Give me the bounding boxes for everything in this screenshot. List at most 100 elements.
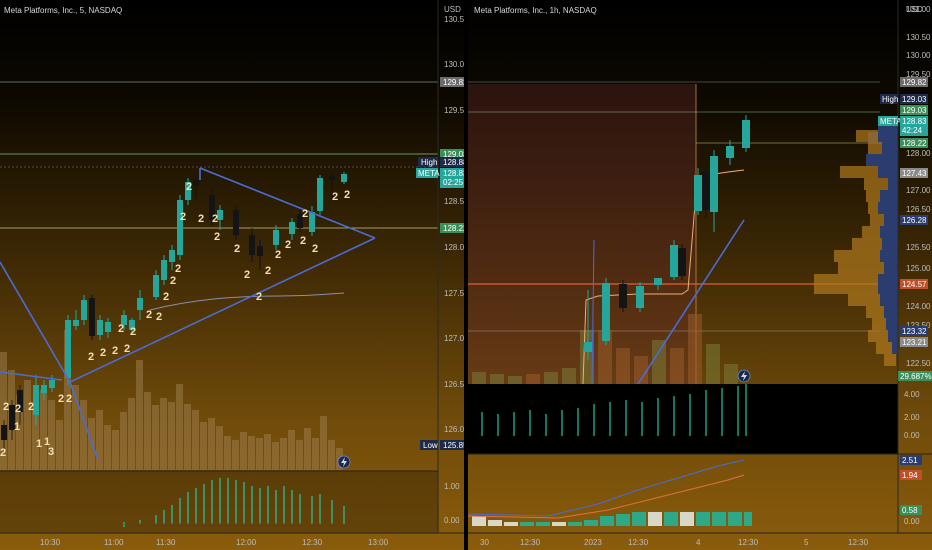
time-tick-label: 12:30 — [520, 538, 541, 547]
lightning-icon[interactable] — [337, 455, 351, 469]
price-chart-canvas[interactable]: USD 131.00 130.50 130.00 129.50 128.00 127.00… — [468, 0, 932, 550]
price-tick-label: 125.00 — [906, 264, 931, 273]
wave-count-label: 2 — [300, 235, 306, 247]
level-badge-top-text: 129.82 — [443, 78, 464, 87]
wave-count-label: 2 — [312, 243, 318, 255]
volume-bar — [152, 405, 159, 470]
price-tick-label: 128.00 — [906, 149, 931, 158]
wave-count-label: 2 — [265, 265, 271, 277]
wave-count-label: 2 — [15, 403, 21, 415]
wave-count-label: 2 — [100, 347, 106, 359]
wave-count-label: 2 — [275, 249, 281, 261]
wave-count-label: 2 — [244, 269, 250, 281]
oscillator-pane-bg — [0, 471, 438, 533]
candle — [161, 260, 167, 280]
volume-bar — [136, 360, 143, 470]
price-tick-label: 129.50 — [444, 106, 464, 115]
volume-bar — [0, 352, 7, 470]
countdown-text: 42:24 — [902, 126, 923, 135]
volume-bar — [24, 380, 31, 470]
volume-profile — [814, 120, 898, 366]
trendlines — [0, 167, 376, 461]
candle — [129, 320, 135, 330]
chart-pane-1h[interactable]: Meta Platforms, Inc., 1h, NASDAQ — [468, 0, 932, 550]
wave-count-label: 2 — [66, 393, 72, 405]
candle — [249, 235, 255, 255]
trendline — [637, 219, 745, 385]
wave-count-label: 1 — [36, 438, 42, 450]
oscillator-tick-label: 0.00 — [904, 517, 920, 526]
wave-count-label: 2 — [344, 189, 350, 201]
osc2-badge-green-text: 0.58 — [902, 506, 918, 515]
candle — [153, 275, 159, 297]
time-tick-label: 5 — [804, 538, 809, 547]
price-axis[interactable]: 131.00 130.50 130.00 129.50 128.00 127.00 126.… — [906, 5, 931, 368]
volume-bar — [72, 385, 79, 470]
wave-count-label: 2 — [112, 345, 118, 357]
wave-count-label: 2 — [302, 208, 308, 220]
oscillator-tick-label: 0.00 — [904, 431, 920, 440]
price-tick-label: 130.00 — [906, 51, 931, 60]
oscillator-tick-label: 4.00 — [904, 390, 920, 399]
volume-bar — [64, 330, 71, 470]
candle — [678, 248, 686, 276]
wave-count-label: 2 — [186, 181, 192, 193]
high-value-text: 128.88 — [443, 158, 464, 167]
wave-count-label: 2 — [156, 311, 162, 323]
chart-title: Meta Platforms, Inc., 5, NASDAQ — [4, 6, 123, 15]
lightning-icon[interactable] — [737, 369, 751, 383]
candles — [1, 172, 347, 450]
volume-bar — [40, 390, 47, 470]
wave-count-label: 2 — [0, 447, 6, 459]
level-badge-red-text: 124.57 — [902, 280, 927, 289]
chart-pane-5min[interactable]: Meta Platforms, Inc., 5, NASDAQ — [0, 0, 464, 550]
candle — [105, 322, 111, 332]
time-axis[interactable]: 30 12:30 2023 12:30 4 12:30 5 12:30 — [480, 538, 869, 547]
high-label-text: High — [882, 95, 898, 104]
time-tick-label: 12:30 — [302, 538, 323, 547]
oscillator2-bars — [472, 512, 752, 526]
level-badge-grey2-text: 123.21 — [902, 338, 927, 347]
volume-bar — [168, 402, 175, 470]
trendline — [69, 381, 99, 461]
low-label-text: Low — [423, 441, 438, 450]
price-tick-label: 128.00 — [444, 243, 464, 252]
volume-bar — [288, 430, 295, 470]
oscillator-axis: 1.00 0.00 — [444, 482, 460, 525]
oscillator2-line-red — [468, 474, 745, 519]
candle — [73, 320, 79, 326]
trendline — [0, 371, 63, 381]
candle — [257, 246, 263, 256]
high-value-badge — [440, 157, 464, 167]
volume-bar — [208, 418, 215, 470]
time-tick-label: 11:00 — [104, 538, 124, 547]
volume-bar — [48, 400, 55, 470]
price-tick-label: 127.00 — [444, 334, 464, 343]
time-axis[interactable]: 10:30 11:00 11:30 12:00 12:30 13:00 — [40, 538, 389, 547]
osc2-badge-red-text: 1.94 — [902, 471, 918, 480]
price-tick-label: 124.00 — [906, 302, 931, 311]
pane-divider[interactable] — [464, 0, 468, 550]
high-value-text: 129.03 — [902, 95, 927, 104]
candle — [41, 385, 47, 393]
volume-bar — [112, 430, 119, 470]
volume-bar — [216, 426, 223, 470]
candles — [584, 115, 750, 360]
price-tick-label: 126.50 — [444, 380, 464, 389]
candle — [297, 214, 303, 228]
volume-bar — [240, 432, 247, 470]
price-badges: 129.82 High 129.03 129.03 META 128.83 42… — [878, 77, 932, 515]
wave-count-label: 2 — [175, 263, 181, 275]
volume-bar — [304, 428, 311, 470]
price-tick-label: 126.00 — [444, 425, 464, 434]
level-badge-mid — [440, 223, 464, 233]
high-label-badge — [418, 157, 438, 167]
level-badge-blue-text: 126.28 — [902, 216, 927, 225]
currency-label: USD — [444, 5, 461, 14]
wave-count-label: 2 — [130, 326, 136, 338]
wave-count-label: 2 — [256, 291, 262, 303]
candle — [702, 172, 710, 210]
low-value-text: 125.85 — [443, 441, 464, 450]
